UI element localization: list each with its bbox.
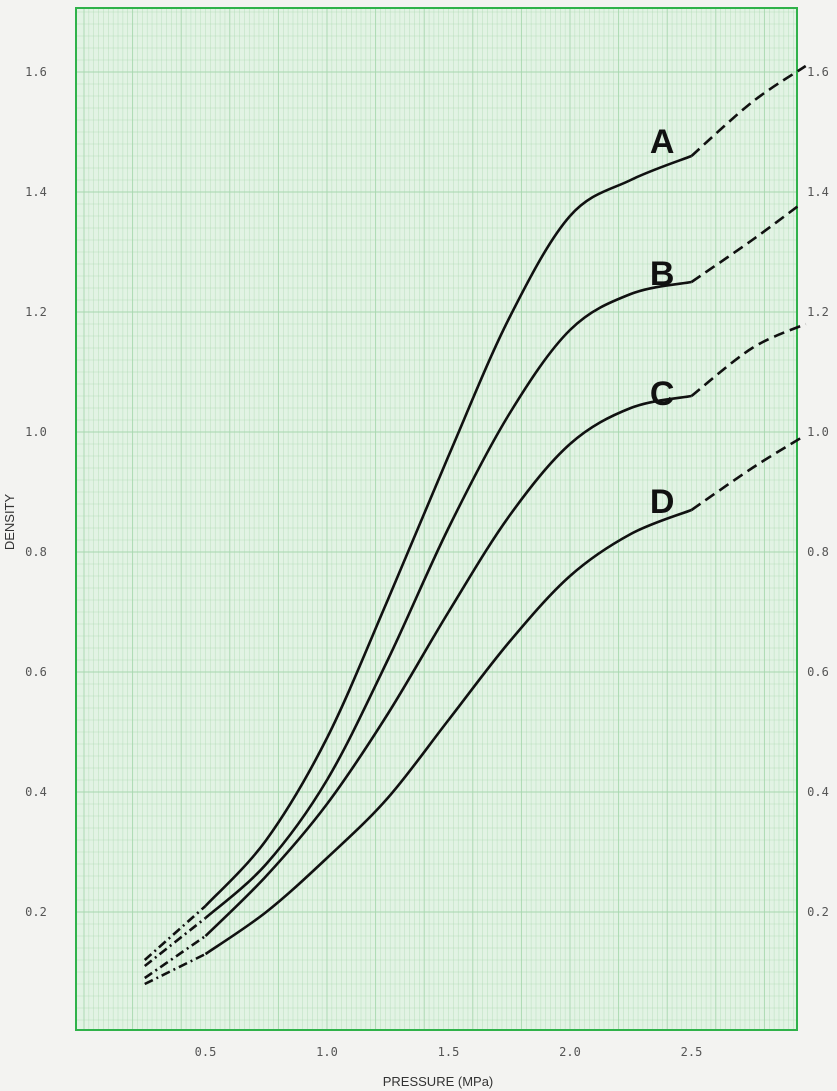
curve-c — [204, 394, 692, 937]
plot-background — [76, 8, 797, 1030]
plot-frame — [75, 7, 798, 1031]
y-tick-label-right: 1.0 — [807, 425, 829, 439]
curve-label-b: B — [650, 255, 675, 293]
y-tick-label-right: 0.4 — [807, 785, 829, 799]
y-tick-label-left: 0.2 — [25, 905, 47, 919]
y-tick-label-right: 1.2 — [807, 305, 829, 319]
curve-c-low-extrapolation — [144, 934, 207, 980]
curve-a-high-extrapolation — [690, 64, 807, 157]
curve-label-c: C — [650, 375, 675, 413]
y-tick-label-left: 1.6 — [25, 65, 47, 79]
y-tick-label-right: 1.4 — [807, 185, 829, 199]
curve-a — [204, 154, 692, 907]
curve-c-high-extrapolation — [690, 322, 807, 398]
x-tick-label: 0.5 — [195, 1045, 217, 1059]
curve-d-low-extrapolation — [144, 952, 207, 986]
curve-a-low-extrapolation — [143, 905, 207, 961]
x-tick-label: 1.0 — [316, 1045, 338, 1059]
curve-b — [204, 280, 692, 919]
curves: A B C D — [143, 64, 807, 986]
y-tick-label-left: 0.4 — [25, 785, 47, 799]
y-tick-label-left: 0.6 — [25, 665, 47, 679]
y-tick-label-right: 1.6 — [807, 65, 829, 79]
y-tick-label-right: 0.6 — [807, 665, 829, 679]
x-tick-label: 1.5 — [438, 1045, 460, 1059]
x-axis-title: PRESSURE (MPa) — [383, 1074, 494, 1089]
minor-grid — [76, 8, 797, 1030]
y-tick-label-right: 0.8 — [807, 545, 829, 559]
y-tick-label-right: 0.2 — [807, 905, 829, 919]
y-axis-title: DENSITY — [2, 494, 17, 551]
curve-b-high-extrapolation — [690, 202, 802, 284]
curve-label-a: A — [650, 123, 675, 161]
y-tick-label-left: 1.4 — [25, 185, 47, 199]
y-tick-label-left: 1.0 — [25, 425, 47, 439]
curve-label-d: D — [650, 483, 675, 521]
y-tick-label-left: 1.2 — [25, 305, 47, 319]
x-tick-label: 2.5 — [681, 1045, 703, 1059]
curve-b-low-extrapolation — [143, 916, 207, 968]
y-tick-label-left: 0.8 — [25, 545, 47, 559]
curve-d-high-extrapolation — [690, 436, 802, 512]
x-tick-label: 2.0 — [559, 1045, 581, 1059]
tick-labels: 0.5 1.0 1.5 2.0 2.5 0.2 0.2 0.4 0.4 0.6 0.6 0.8 0.8 1… — [25, 65, 829, 1059]
curve-d — [204, 508, 692, 956]
